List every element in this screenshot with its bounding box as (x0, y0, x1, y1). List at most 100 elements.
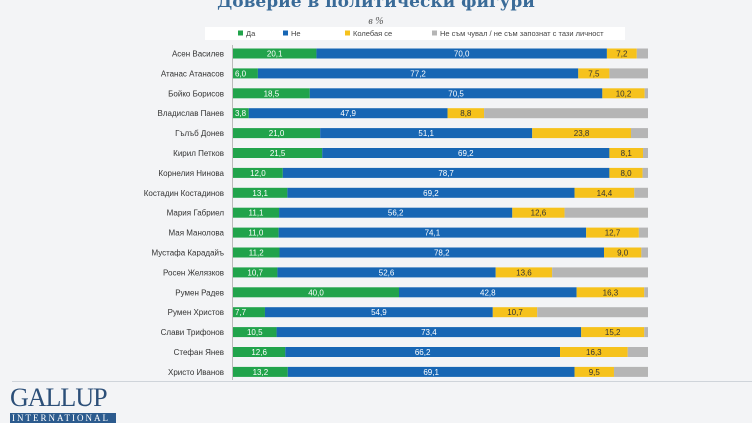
data-label: 7,5 (588, 69, 600, 78)
bar-segment (233, 366, 288, 377)
data-label: 73,4 (421, 328, 437, 337)
data-label: 23,8 (574, 129, 590, 138)
bar-segment (233, 267, 278, 278)
category-label: Мустафа Карадайъ (151, 249, 224, 258)
legend-label: Колебая се (353, 29, 392, 38)
bar-segment (233, 207, 280, 218)
data-label: 12,7 (605, 229, 621, 238)
category-label: Росен Желязков (163, 268, 224, 277)
chart-subtitle: в % (368, 16, 384, 27)
category-label: Бойко Борисов (168, 89, 224, 98)
data-label: 7,7 (235, 308, 247, 317)
bar-segment (613, 366, 648, 377)
bar-segment (233, 148, 323, 158)
bar-segment (630, 128, 648, 139)
legend-background (205, 27, 625, 40)
bar-segment (233, 108, 249, 119)
bar-segment (581, 327, 645, 338)
data-label: 18,5 (264, 89, 280, 98)
data-label: 56,2 (388, 209, 404, 218)
bar-segment (512, 207, 565, 218)
data-label: 12,6 (531, 209, 547, 218)
bar-segment (484, 108, 648, 119)
data-label: 11,0 (248, 229, 264, 238)
bar-segment (233, 68, 258, 79)
data-label: 9,5 (589, 368, 601, 377)
data-label: 16,3 (586, 348, 602, 357)
bar-segment (233, 88, 310, 99)
legend-label: Не (291, 29, 301, 38)
bar-segment (277, 267, 496, 278)
chart-title: Доверие в политически фигури (217, 0, 535, 12)
bar-segment (233, 227, 279, 238)
bar-segment (604, 247, 642, 258)
bar-segment (233, 48, 317, 59)
category-label: Асен Василев (172, 50, 224, 59)
category-label: Стефан Янев (174, 348, 224, 357)
bar-segment (248, 108, 448, 119)
data-label: 78,7 (438, 169, 454, 178)
bar-segment (279, 207, 513, 218)
data-label: 21,5 (270, 149, 286, 158)
data-label: 6,0 (235, 69, 247, 78)
data-label: 42,8 (480, 288, 496, 297)
category-label: Атанас Атанасов (161, 69, 224, 78)
bar-segment (638, 227, 648, 238)
legend-label: Не съм чувал / не съм запознат с тази ли… (440, 29, 604, 38)
bar-segment (282, 167, 610, 178)
data-label: 16,3 (603, 288, 619, 297)
data-label: 9,0 (617, 249, 629, 258)
bar-segment (492, 307, 538, 318)
data-label: 52,6 (379, 268, 395, 277)
data-label: 10,5 (247, 328, 263, 337)
data-label: 8,1 (621, 149, 633, 158)
legend-swatch (345, 30, 350, 36)
bar-segment (233, 187, 288, 198)
bar-segment (642, 167, 648, 178)
data-label: 14,4 (597, 189, 613, 198)
bar-segment (609, 148, 644, 158)
data-label: 69,2 (458, 149, 474, 158)
category-label: Слави Трифонов (161, 328, 224, 337)
category-label: Владислав Панев (158, 109, 225, 118)
data-label: 13,6 (516, 268, 532, 277)
data-label: 7,2 (616, 50, 628, 59)
bar-segment (447, 108, 485, 119)
logo-text: GALLUP (10, 383, 108, 412)
category-label: Кирил Петков (173, 149, 224, 158)
bar-segment (495, 267, 553, 278)
bar-segment (264, 307, 493, 318)
data-label: 51,1 (418, 129, 434, 138)
bar-segment (287, 366, 575, 377)
bar-segment (552, 267, 648, 278)
bar-segment (233, 128, 321, 139)
data-label: 12,0 (250, 169, 266, 178)
data-label: 10,7 (507, 308, 523, 317)
data-label: 47,9 (340, 109, 356, 118)
bar-segment (643, 148, 648, 158)
bar-segment (285, 347, 561, 357)
bar-segment (316, 48, 607, 59)
bar-segment (602, 88, 645, 99)
data-label: 20,1 (267, 50, 283, 59)
category-label: Румен Христов (168, 308, 224, 317)
data-label: 77,2 (410, 69, 426, 78)
bar-segment (233, 167, 283, 178)
bar-segment (574, 366, 614, 377)
category-label: Христо Иванов (168, 368, 224, 377)
bar-segment (627, 347, 648, 357)
bar-segment (399, 287, 577, 298)
data-label: 13,1 (252, 189, 268, 198)
bar-segment (578, 68, 610, 79)
bar-segment (606, 48, 637, 59)
bar-segment (641, 247, 648, 258)
category-label: Костадин Костадинов (144, 189, 224, 198)
bar-segment (609, 167, 643, 178)
bar-segment (276, 327, 582, 338)
bar-segment (644, 88, 648, 99)
category-label: Корнелия Нинова (158, 169, 224, 178)
bar-segment (279, 247, 605, 258)
divider (12, 381, 752, 382)
bar-segment (233, 287, 399, 298)
bar-segment (586, 227, 639, 238)
